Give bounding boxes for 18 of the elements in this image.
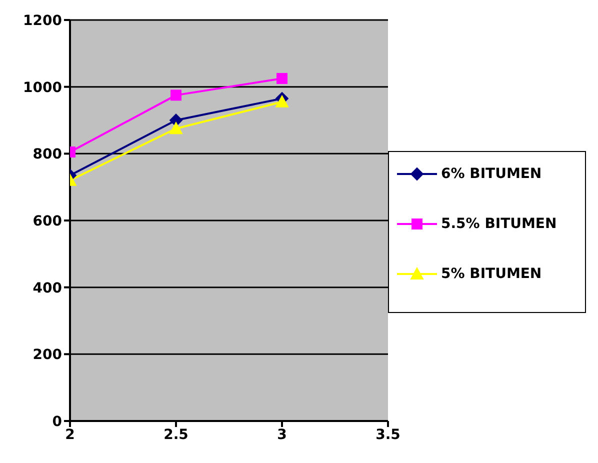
x-tick-label: 2.5: [164, 426, 188, 443]
y-tick-label: 800: [32, 146, 62, 163]
x-tick-label: 2: [65, 426, 75, 443]
y-tick-label: 1200: [23, 12, 62, 29]
point: [170, 90, 182, 101]
y-tick-label: 1000: [23, 80, 62, 96]
legend-label: 5.5% BITUMEN: [441, 216, 557, 232]
y-tick-label: 0: [52, 414, 62, 430]
legend-label: 5% BITUMEN: [441, 266, 542, 282]
point: [276, 95, 288, 108]
legend-label: 6% BITUMEN: [441, 166, 542, 182]
x-tick-label: 3: [277, 426, 287, 443]
x-tick-label: 3.5: [376, 426, 400, 443]
point: [276, 72, 288, 84]
y-tick-label: 600: [32, 213, 62, 230]
point: [170, 122, 182, 134]
y-tick-label: 200: [32, 347, 62, 364]
y-tick-label: 400: [32, 280, 62, 296]
